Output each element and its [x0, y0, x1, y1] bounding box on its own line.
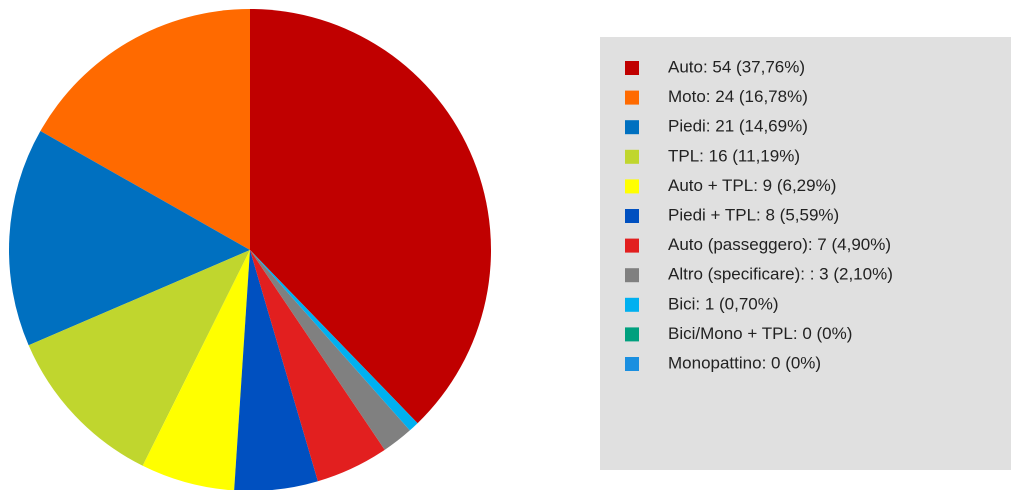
legend-label: TPL: 16 (11,19%) — [668, 146, 800, 165]
pie-slice — [40, 9, 250, 250]
legend-label: Auto: 54 (37,76%) — [668, 57, 805, 76]
legend-swatch — [625, 120, 639, 135]
legend-swatch — [625, 209, 639, 223]
legend-label: Auto + TPL: 9 (6,29%) — [668, 176, 836, 195]
legend-swatch — [625, 327, 639, 342]
legend-swatch — [625, 297, 639, 312]
legend-label: Piedi: 21 (14,69%) — [668, 117, 808, 136]
pie-slice — [28, 250, 250, 466]
legend-swatch — [625, 357, 639, 371]
pie-slice — [250, 250, 410, 450]
legend-swatch — [625, 149, 639, 164]
pie-slice — [8, 131, 250, 346]
legend-swatch — [625, 90, 639, 105]
legend-label: Auto (passeggero): 7 (4,90%) — [668, 235, 891, 254]
legend-label: Moto: 24 (16,78%) — [668, 87, 808, 106]
pie-slice — [250, 250, 418, 431]
pie-slice — [250, 9, 492, 424]
legend-label: Bici/Mono + TPL: 0 (0%) — [668, 324, 852, 343]
pie-slice — [250, 250, 385, 482]
legend-swatch — [625, 61, 639, 75]
legend-swatch — [625, 179, 639, 194]
legend-label: Piedi + TPL: 8 (5,59%) — [668, 205, 839, 224]
legend-swatch — [625, 268, 639, 283]
legend-swatch — [625, 238, 639, 253]
legend-label: Monopattino: 0 (0%) — [668, 353, 821, 372]
legend-box — [600, 37, 1011, 470]
pie-slice — [234, 250, 318, 490]
legend-label: Bici: 1 (0,70%) — [668, 294, 779, 313]
pie-slice — [142, 250, 250, 490]
legend-label: Altro (specificare): : 3 (2,10%) — [668, 265, 893, 284]
